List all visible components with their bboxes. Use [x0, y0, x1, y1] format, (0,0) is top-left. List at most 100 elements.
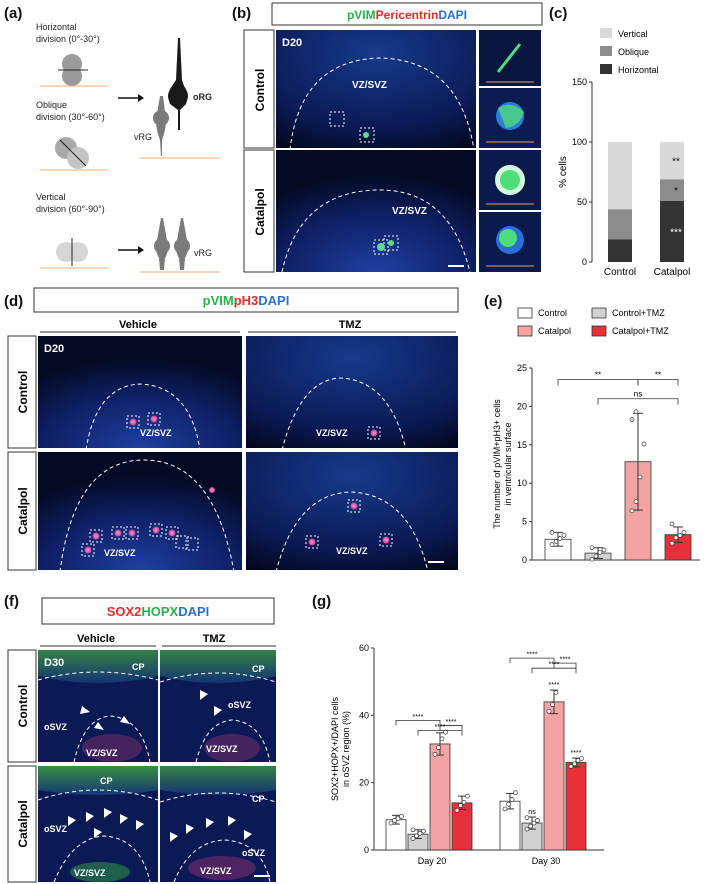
data-point: [593, 553, 599, 559]
vrg-label-bottom: vRG: [194, 248, 212, 258]
microscopy-image-control-tmz-f: CP oSVZ VZ/SVZ: [159, 650, 277, 763]
significance-label: ****: [571, 750, 582, 757]
data-point: [677, 533, 683, 538]
legend-swatch: [600, 64, 612, 74]
row-label-catalpol-b: Catalpol: [253, 188, 267, 235]
legend-label: Control+TMZ: [612, 308, 665, 318]
data-point: [629, 417, 635, 422]
data-point: [557, 536, 563, 541]
bar-catalpol-tmz-day-30: [565, 762, 587, 851]
x-tick-label: Control: [604, 267, 636, 278]
vrg-cells: vRG: [140, 218, 220, 273]
significance-label: **: [595, 371, 601, 380]
y-tick-label: 100: [572, 137, 587, 147]
row-label-catalpol-d: Catalpol: [16, 487, 30, 534]
panel-label-b: (b): [232, 5, 251, 22]
y-tick-label: 0: [522, 555, 527, 565]
data-point: [410, 827, 416, 833]
region-label-f4: VZ/SVZ: [200, 866, 232, 876]
data-point: [597, 549, 603, 555]
data-point: [535, 818, 540, 823]
col-label-vehicle-d: Vehicle: [119, 319, 157, 331]
bar-oblique-catalpol: [660, 179, 684, 201]
y-tick-label: 60: [359, 643, 369, 653]
panel-b-microscopy: pVIMPericentrinDAPI Control Catalpol D20…: [243, 2, 543, 273]
data-point: [589, 545, 595, 551]
osvz-label-f4: oSVZ: [242, 848, 266, 858]
panel-label-d: (d): [4, 293, 23, 310]
legend-label: Control: [538, 308, 567, 318]
data-point: [531, 820, 537, 826]
data-point: [432, 752, 438, 757]
data-point: [414, 833, 419, 839]
chart-g: 0 20 40 60 SOX2+HOPX+/DAPI cells in oSVZ regi…: [330, 643, 604, 866]
arrowhead-icon: [206, 818, 214, 828]
data-point: [633, 409, 639, 415]
data-point: [550, 702, 555, 707]
data-point: [506, 801, 511, 807]
vertical-label-2: division (60°-90°): [36, 204, 105, 214]
row-label-control-b: Control: [253, 69, 267, 112]
significance-label: ****: [560, 657, 571, 664]
microscopy-image-control-vehicle: D20 VZ/SVZ: [38, 336, 242, 451]
arrowhead-icon: [94, 722, 104, 730]
microscopy-image-catalpol-tmz-f: CP oSVZ VZ/SVZ: [159, 766, 277, 883]
panel-f-microscopy: SOX2HOPXDAPI Vehicle TMZ Control Catalpo…: [7, 597, 277, 883]
data-point: [673, 535, 679, 541]
significance-bracket: [417, 730, 463, 736]
org-vrg-cells: oRG vRG: [134, 38, 220, 159]
data-point: [629, 508, 635, 514]
oblique-division-cell: [40, 137, 108, 171]
arrowhead-icon: [80, 706, 90, 714]
y-tick-label: 5: [522, 517, 527, 527]
legend-swatch: [591, 325, 607, 337]
bar-vertical-catalpol: [660, 142, 684, 180]
panel-label-c: (c): [549, 5, 567, 22]
stain-dapi: DAPI: [258, 293, 289, 308]
division-schematic: Horizontal division (0°-30°) Oblique div…: [36, 22, 220, 273]
org-label: oRG: [193, 92, 212, 102]
legend-swatch: [600, 46, 612, 56]
data-point: [572, 761, 577, 767]
panel-label-e: (e): [484, 293, 502, 310]
arrowhead-icon: [94, 828, 102, 838]
bar-vertical-control: [608, 142, 632, 210]
bar-catalpol-tmz: [664, 534, 692, 561]
significance-label: **: [672, 157, 680, 168]
stain-pericentrin: Pericentrin: [376, 8, 439, 22]
y-axis-label: The number of pVIM+pH3+ cells: [492, 399, 502, 529]
arrow-icon: [118, 246, 144, 254]
arrowhead-icon: [86, 812, 94, 822]
panel-label-f: (f): [4, 593, 19, 610]
stain-dapi: DAPI: [178, 604, 209, 619]
bar-oblique-control: [608, 209, 632, 240]
data-point: [395, 816, 401, 822]
row-label-control-f: Control: [16, 685, 30, 728]
legend-swatch: [591, 307, 607, 319]
vertical-division-cell: [40, 238, 108, 269]
significance-bracket: [553, 662, 577, 669]
significance-bracket: [531, 667, 577, 674]
data-point: [637, 474, 643, 480]
data-point: [669, 540, 675, 546]
stain-dapi: DAPI: [438, 8, 467, 22]
stain-pvim: pVIM: [203, 293, 234, 308]
legend-label: Vertical: [618, 29, 648, 39]
data-point: [553, 539, 559, 544]
col-label-vehicle-f: Vehicle: [77, 633, 115, 645]
data-point: [681, 530, 687, 535]
cp-label-f3: CP: [100, 776, 113, 786]
bar-catalpol-day-20: [429, 743, 451, 851]
y-tick-label: 50: [577, 197, 587, 207]
osvz-label-f2: oSVZ: [228, 700, 252, 710]
data-point: [461, 799, 467, 805]
data-point: [528, 823, 533, 829]
data-point: [553, 690, 559, 695]
region-label-d1: VZ/SVZ: [140, 428, 172, 438]
microscopy-image-catalpol-vehicle-f: CP oSVZ VZ/SVZ: [37, 766, 159, 883]
significance-bracket: [557, 379, 639, 386]
oblique-label-1: Oblique: [36, 100, 67, 110]
data-point: [568, 764, 574, 769]
significance-bracket: [439, 725, 463, 731]
significance-label: ns: [634, 390, 642, 399]
